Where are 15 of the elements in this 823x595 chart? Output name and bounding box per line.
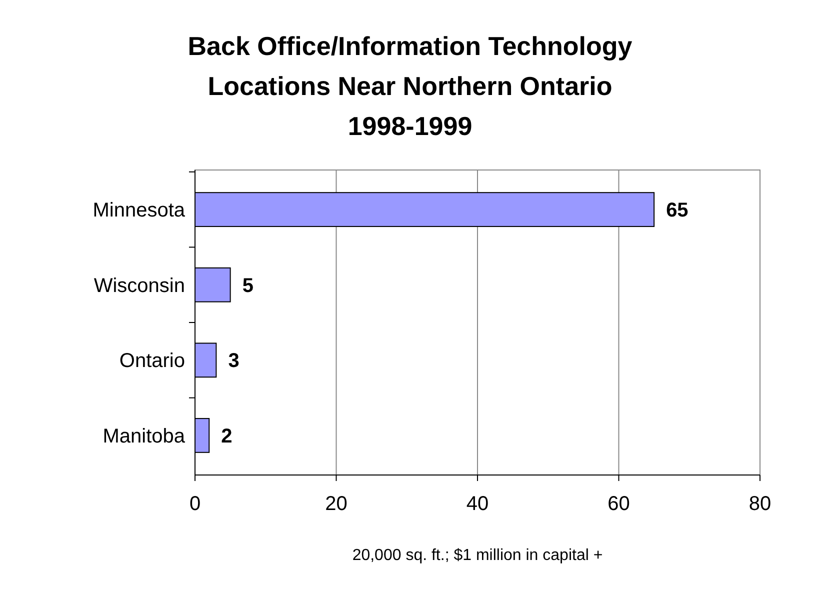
x-tick-label: 80 bbox=[748, 493, 772, 515]
y-tick-label: Manitoba bbox=[102, 425, 186, 448]
y-tick-label: Wisconsin bbox=[94, 274, 185, 297]
chart-title: Back Office/Information Technology Locations Near Northern Ontario 1998-1999 bbox=[188, 31, 633, 141]
y-tick-label: Minnesota bbox=[92, 200, 186, 222]
data-label: 2 bbox=[221, 425, 232, 448]
x-tick-label: 40 bbox=[466, 493, 489, 515]
y-tick-label: Ontario bbox=[119, 350, 185, 372]
data-label: 65 bbox=[666, 200, 688, 222]
x-axis-title: 20,000 sq. ft.; $1 million in capital + bbox=[352, 547, 603, 564]
data-label: 3 bbox=[228, 350, 240, 372]
x-tick-label: 60 bbox=[608, 493, 630, 515]
x-tick-label: 0 bbox=[189, 493, 201, 515]
data-label: 5 bbox=[242, 274, 254, 297]
x-tick-label: 20 bbox=[325, 493, 348, 515]
